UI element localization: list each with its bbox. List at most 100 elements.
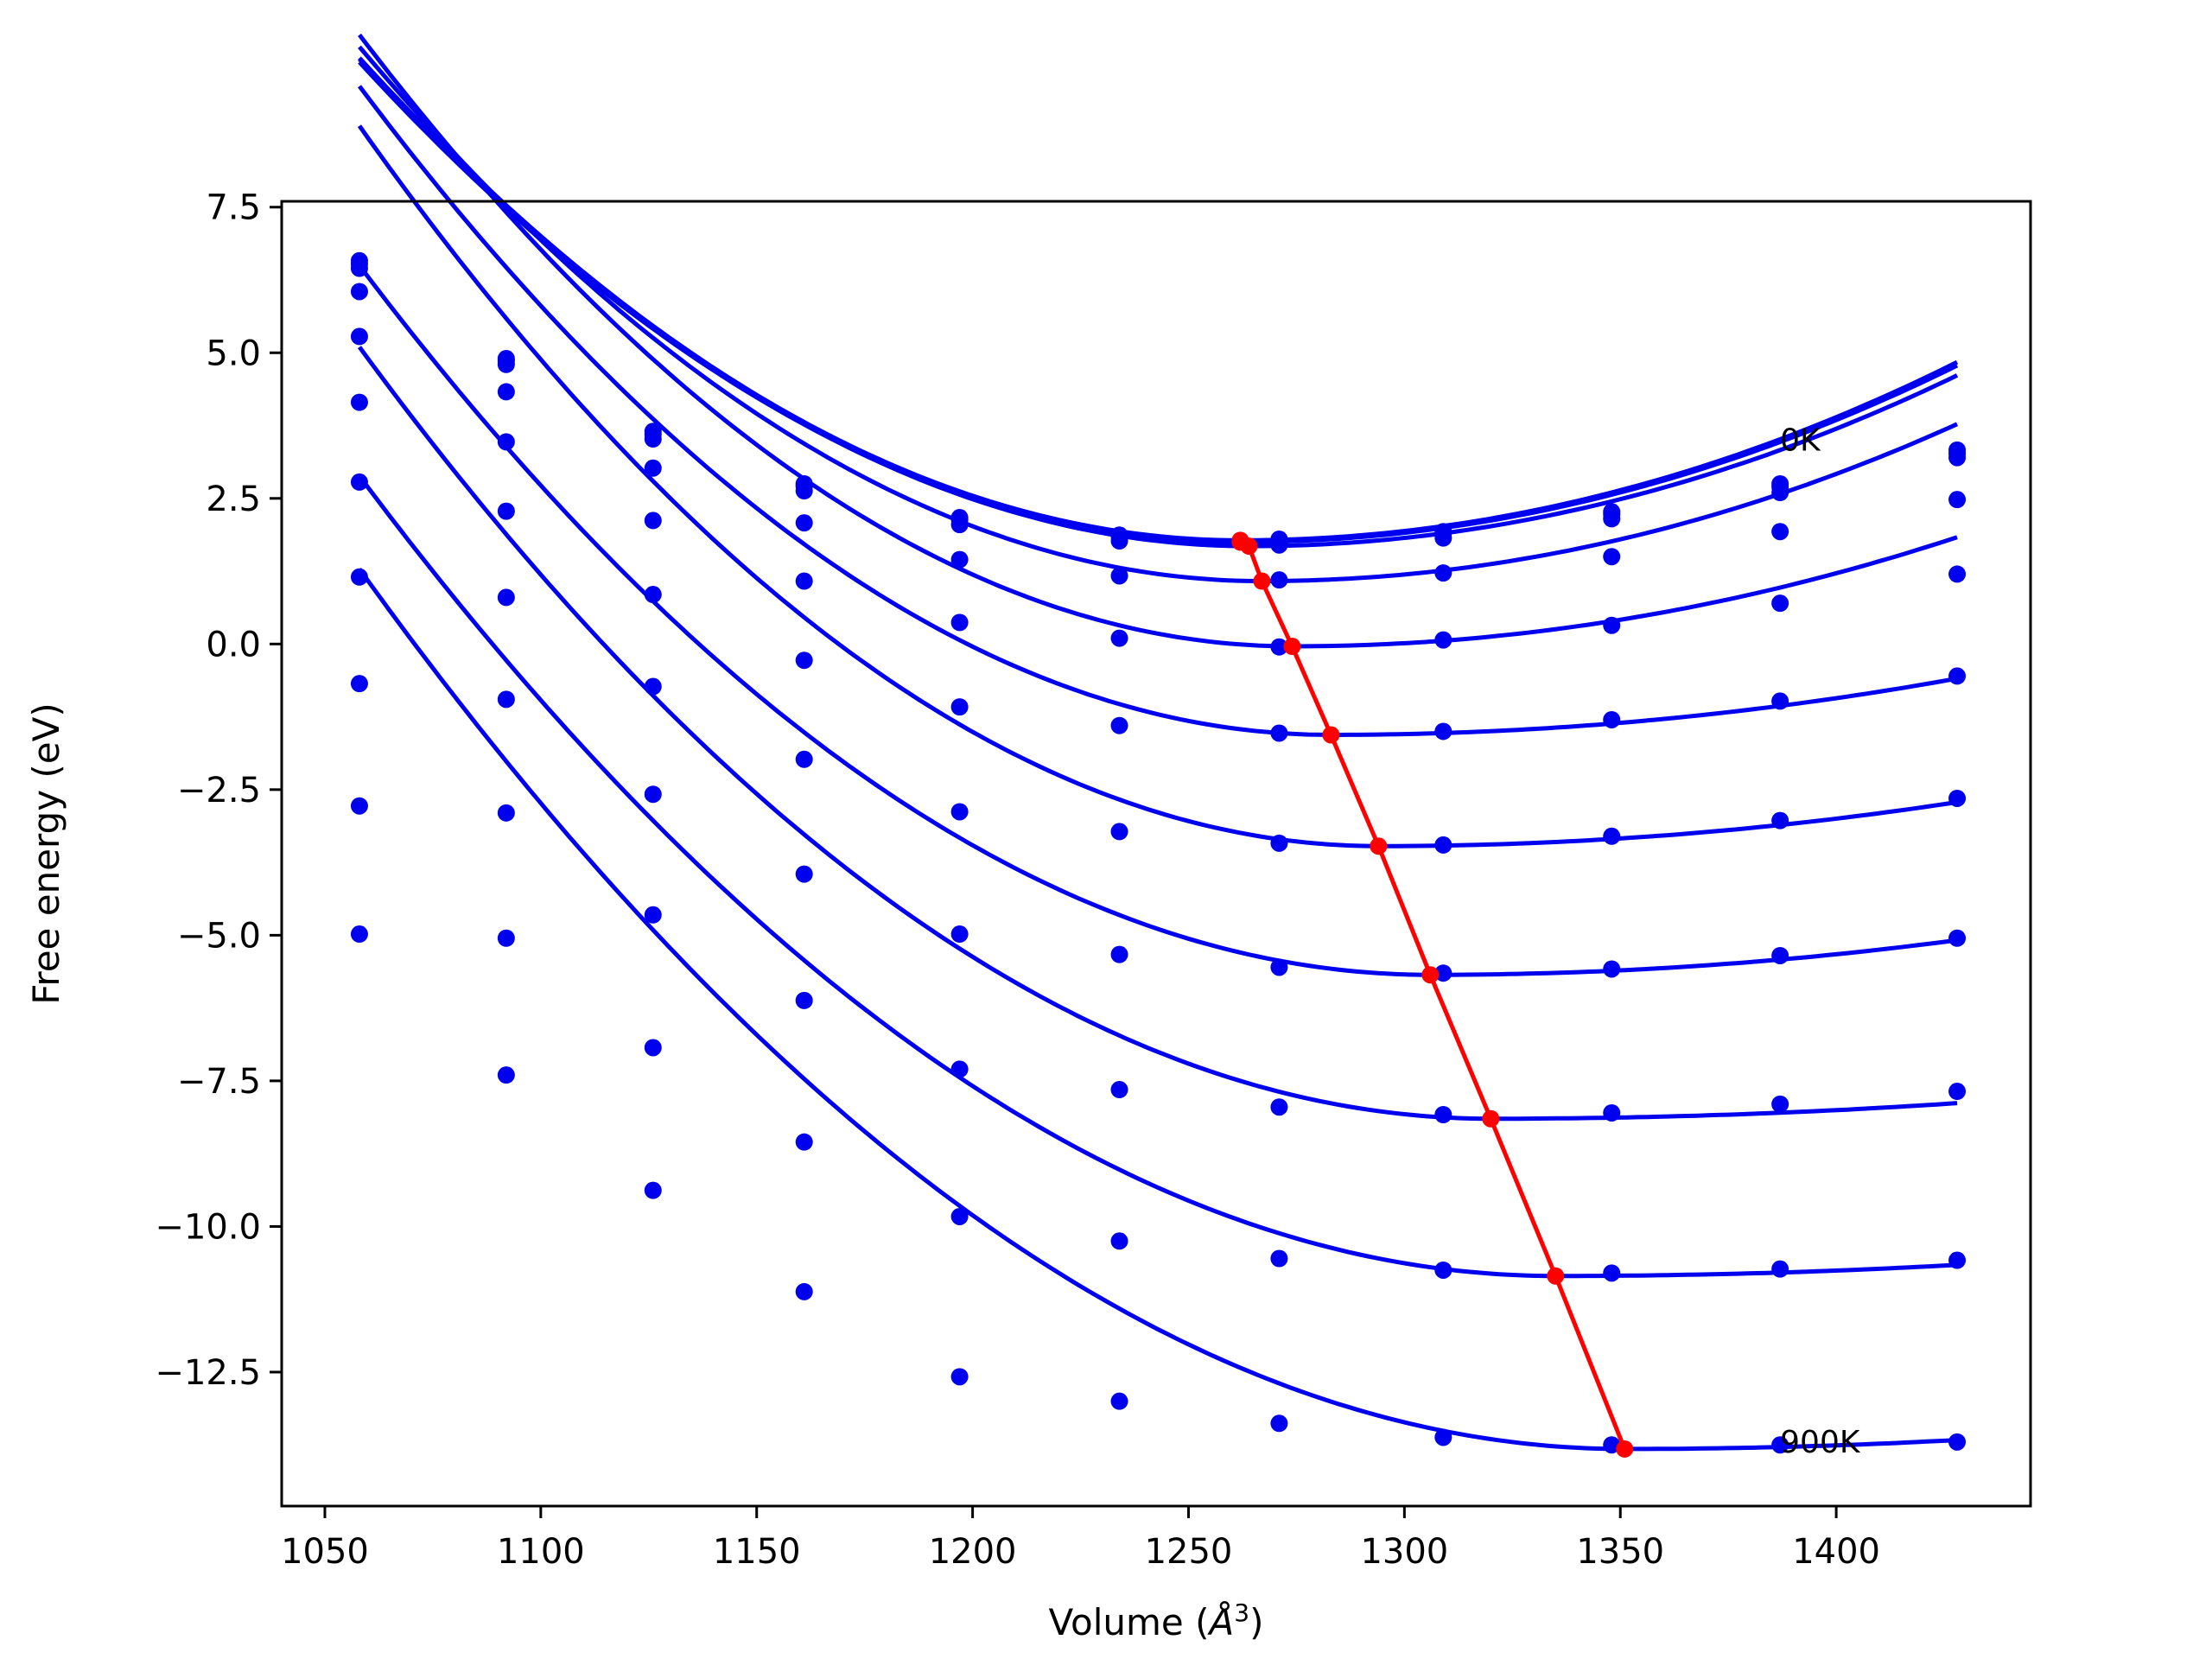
y-tick-label: −5.0 (177, 916, 261, 956)
series-data-point (795, 572, 813, 590)
equilibrium-point (1283, 638, 1301, 656)
temperature-annotation: 0K (1780, 423, 1821, 458)
series-data-point (350, 797, 368, 815)
x-tick-label: 1400 (1792, 1532, 1880, 1572)
y-tick-label: 2.5 (206, 480, 261, 519)
series-data-point (795, 865, 813, 883)
series-data-point (795, 514, 813, 532)
y-axis-label: Free energy (eV) (25, 702, 67, 1005)
series-data-point (1110, 532, 1128, 550)
series-fit-curve (358, 264, 1958, 977)
series-data-point (497, 804, 515, 822)
series-data-point (1110, 567, 1128, 585)
series-data-point (1603, 710, 1621, 728)
series-data-point (350, 925, 368, 944)
equilibrium-point (1370, 837, 1388, 855)
x-tick-label: 1250 (1145, 1532, 1233, 1572)
equilibrium-point (1240, 537, 1258, 556)
series-data-point (644, 1039, 662, 1057)
series-fit-curve (358, 45, 1959, 583)
x-tick-label: 1050 (281, 1532, 369, 1572)
equilibrium-point (1616, 1440, 1634, 1458)
series-data-point (350, 283, 368, 301)
series-data-point (1434, 722, 1452, 741)
series-data-point (1270, 1249, 1288, 1268)
series-data-point (1110, 629, 1128, 647)
series-data-point (1270, 958, 1288, 976)
series-data-point (1270, 724, 1288, 742)
series-data-point (497, 502, 515, 520)
series-data-point (1434, 1106, 1452, 1123)
equilibrium-point (1421, 966, 1440, 984)
series-data-point (1270, 638, 1288, 656)
series-data-point (1270, 1098, 1288, 1116)
equilibrium-point (1253, 572, 1271, 590)
series-data-point (1270, 536, 1288, 554)
series-data-point (350, 327, 368, 346)
series-data-point (1434, 1261, 1452, 1279)
series-data-point (1270, 1414, 1288, 1433)
series-data-point (497, 1066, 515, 1084)
series-data-point (1948, 1433, 1967, 1451)
x-axis-label: Volume (Å3) (1049, 1599, 1264, 1644)
y-tick-label: 7.5 (206, 188, 261, 228)
series-data-point (1948, 1083, 1967, 1101)
series-data-point (644, 512, 662, 530)
series-data-point (1771, 1095, 1789, 1113)
series-data-point (497, 355, 515, 373)
series-data-point (350, 675, 368, 693)
series-data-point (497, 690, 515, 709)
series-data-point (795, 652, 813, 670)
series-data-point (644, 785, 662, 804)
axes-frame (280, 200, 2032, 1508)
x-tick-label: 1300 (1360, 1532, 1448, 1572)
series-data-point (950, 803, 969, 821)
equilibrium-point (1322, 726, 1340, 744)
series-data-point (1434, 564, 1452, 582)
series-data-point (1948, 667, 1967, 685)
series-data-point (795, 991, 813, 1009)
series-data-point (1771, 1436, 1789, 1454)
series-data-point (950, 613, 969, 632)
temperature-annotation: 900K (1780, 1425, 1861, 1460)
series-data-point (1603, 960, 1621, 978)
y-tick-label: −12.5 (155, 1353, 261, 1393)
series-data-point (1603, 510, 1621, 528)
annotations: 0K 900K (1780, 423, 1861, 1459)
series-data-point (1110, 1392, 1128, 1410)
series-data-point (1603, 827, 1621, 845)
axis-ticks: 1050 1100 1150 1200 1250 1300 1350 1400 7.5 5.0 2.… (155, 188, 1880, 1572)
series-data-point (950, 550, 969, 569)
series-data-point (1771, 1260, 1789, 1278)
series-data-point (950, 698, 969, 716)
series-data-point (1434, 964, 1452, 982)
series-data-point (497, 433, 515, 451)
series-data-point (1771, 811, 1789, 830)
series-data-point (1771, 523, 1789, 541)
series-fit-curve (357, 124, 1958, 849)
y-tick-label: −10.0 (155, 1207, 261, 1247)
series-data-point (795, 1133, 813, 1151)
series-fit-curve (358, 33, 1958, 649)
series-data-point (350, 393, 368, 411)
plot-area (350, 33, 1967, 1458)
x-tick-label: 1150 (713, 1532, 801, 1572)
series-data-point (1110, 716, 1128, 734)
series-data-point (1434, 1428, 1452, 1446)
series-data-point (1948, 789, 1967, 807)
series-data-point (1948, 565, 1967, 583)
series-data-point (1771, 594, 1789, 613)
series-data-point (644, 906, 662, 924)
series-data-point (1603, 548, 1621, 566)
series-data-point (644, 430, 662, 448)
series-fit-curve (358, 85, 1958, 737)
series-data-point (497, 383, 515, 401)
series-data-point (1110, 1232, 1128, 1250)
y-tick-label: −7.5 (177, 1062, 261, 1102)
series-data-point (950, 1207, 969, 1225)
series-data-point (497, 588, 515, 607)
series-data-point (1771, 692, 1789, 710)
y-tick-label: 5.0 (206, 334, 261, 373)
